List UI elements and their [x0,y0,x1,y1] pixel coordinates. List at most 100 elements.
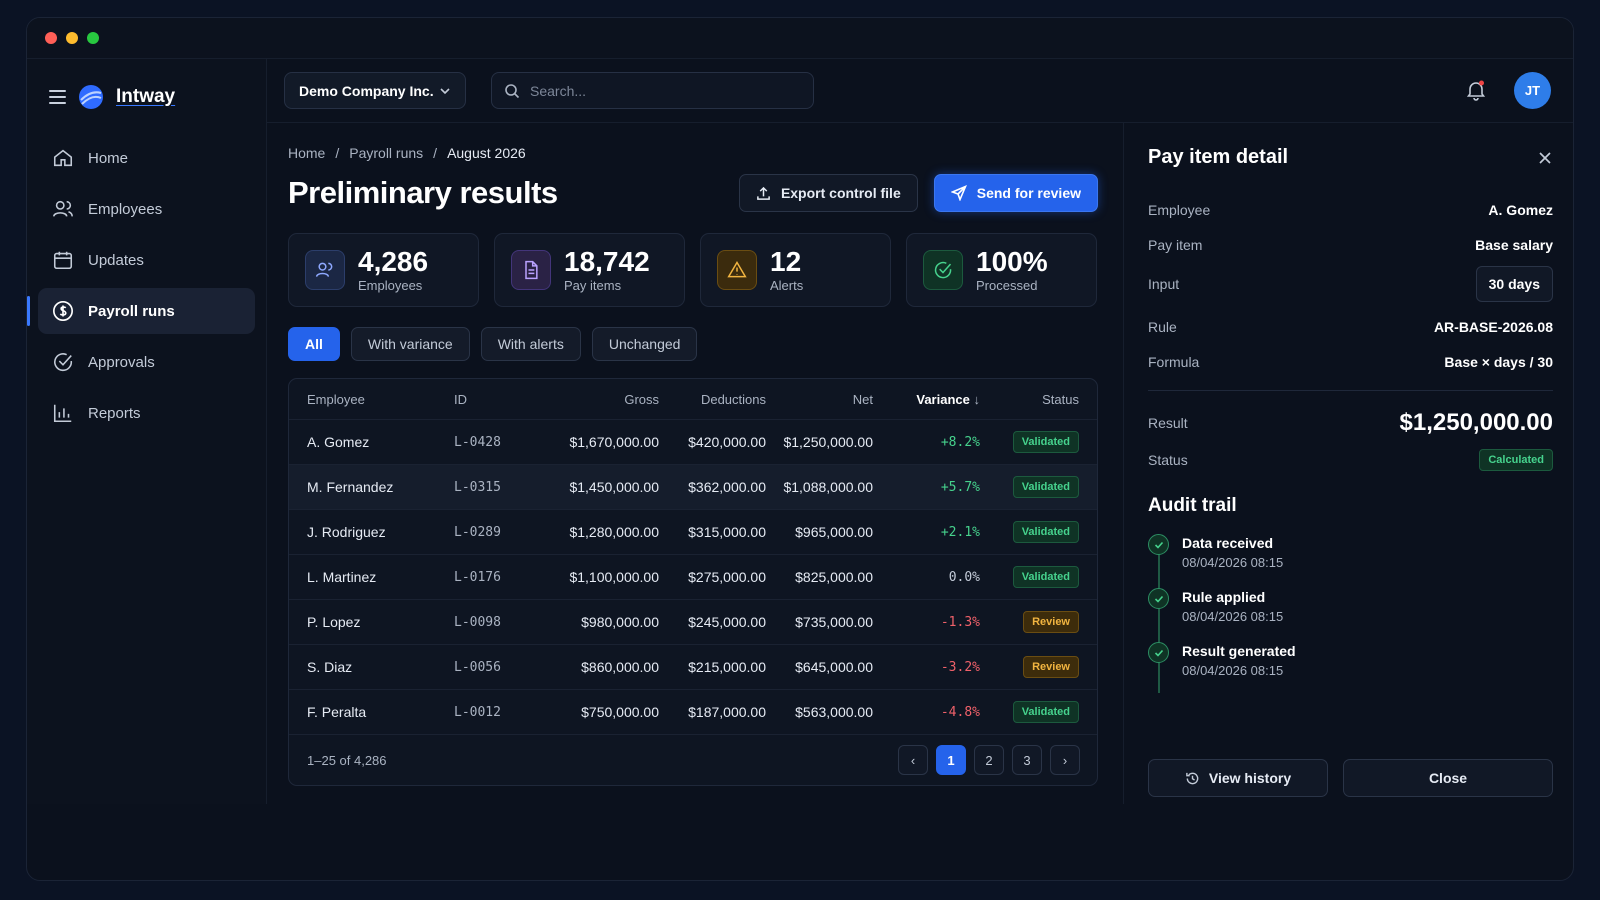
page-actions: Export control file Send for review [738,174,1098,212]
col-id[interactable]: ID [454,391,467,407]
stat-card-alerts: 12 Alerts [700,233,891,307]
page-button-2[interactable]: 2 [974,745,1004,775]
breadcrumb-separator: / [335,145,340,161]
cell-gross: $860,000.00 [581,659,659,675]
filter-with-variance[interactable]: With variance [350,327,470,361]
sidebar-item-reports[interactable]: Reports [38,390,255,436]
sidebar-item-home[interactable]: Home [38,135,255,181]
col-status[interactable]: Status [1042,391,1079,407]
breadcrumb-home[interactable]: Home [288,145,326,161]
result-label: Result [1148,415,1188,431]
filter-unchanged[interactable]: Unchanged [591,327,698,361]
col-deductions[interactable]: Deductions [700,391,766,407]
stat-icon-wrap [717,250,757,290]
chevron-right-icon: › [1062,752,1068,768]
history-icon [1186,772,1199,784]
col-employee[interactable]: Employee [307,391,365,407]
check-icon [1148,534,1169,555]
cell-deductions: $215,000.00 [688,659,766,675]
notifications-button[interactable] [1465,79,1487,106]
table-footer: 1–25 of 4,286 ‹ 1 2 3 › [289,734,1097,785]
cell-id: L-0176 [454,569,501,585]
col-variance[interactable]: Variance ↓ [873,392,980,407]
page-button-1[interactable]: 1 [936,745,966,775]
cell-net: $735,000.00 [795,614,873,630]
status-badge: Calculated [1479,449,1553,471]
status-badge: Validated [1012,521,1079,543]
cell-variance: +2.1% [940,524,980,540]
app-window: Intway Home Employees Updates Payroll ru… [26,17,1574,881]
send-icon [950,185,967,201]
table-row[interactable]: S. Diaz L-0056 $860,000.00 $215,000.00 $645,… [289,644,1097,689]
status-badge: Validated [1012,566,1079,588]
detail-value: Base salary [1475,237,1553,253]
cell-id: L-0315 [454,479,501,495]
cell-status: Validated [980,701,1079,723]
sidebar: Intway Home Employees Updates Payroll ru… [27,59,267,804]
sidebar-nav: Home Employees Updates Payroll runs Appr… [27,135,266,436]
search-box[interactable]: Search... [491,72,814,109]
send-for-review-button[interactable]: Send for review [933,174,1098,212]
brand-name[interactable]: Intway [116,86,176,107]
cell-net: $825,000.00 [795,569,873,585]
col-variance-label: Variance [916,391,970,407]
logo-icon [79,85,103,109]
company-name: Demo Company Inc. [299,82,434,99]
window-maximize-dot[interactable] [87,32,99,44]
status-badge: Review [1023,656,1079,678]
stat-icon-wrap [305,250,345,290]
col-net[interactable]: Net [852,391,873,407]
window-minimize-dot[interactable] [66,32,78,44]
sidebar-item-approvals[interactable]: Approvals [38,339,255,385]
window-close-dot[interactable] [45,32,57,44]
pagination-range: 1–25 of 4,286 [307,752,387,768]
cell-variance: +5.7% [940,479,980,495]
home-icon [53,149,73,167]
next-page-button[interactable]: › [1050,745,1080,775]
table-row[interactable]: J. Rodriguez L-0289 $1,280,000.00 $315,000.… [289,509,1097,554]
menu-icon[interactable] [49,90,66,104]
sidebar-item-label: Reports [88,404,141,422]
export-label: Export control file [780,185,901,201]
stat-card-employees: 4,286 Employees [288,233,479,307]
company-select[interactable]: Demo Company Inc. [284,72,466,109]
avatar[interactable]: JT [1514,72,1551,109]
page-button-3[interactable]: 3 [1012,745,1042,775]
table-row[interactable]: P. Lopez L-0098 $980,000.00 $245,000.00 $735… [289,599,1097,644]
sidebar-item-payroll-runs[interactable]: Payroll runs [27,288,255,334]
export-button[interactable]: Export control file [738,174,918,212]
detail-value: AR-BASE-2026.08 [1433,319,1553,335]
cell-variance: 0.0% [948,569,980,585]
warning-icon [727,261,747,278]
table-row[interactable]: F. Peralta L-0012 $750,000.00 $187,000.00 $5… [289,689,1097,734]
detail-input: Input 30 days [1148,266,1553,302]
stat-card-processed: 100% Processed [906,233,1097,307]
stat-label: Processed [976,277,1038,293]
table-row[interactable]: L. Martinez L-0176 $1,100,000.00 $275,000.0… [289,554,1097,599]
chevron-left-icon: ‹ [910,752,916,768]
view-history-button[interactable]: View history [1148,759,1328,797]
table-row[interactable]: M. Fernandez L-0315 $1,450,000.00 $362,000.… [289,464,1097,509]
search-input[interactable]: Search... [530,82,587,99]
cell-id: L-0428 [454,434,501,450]
sidebar-item-employees[interactable]: Employees [38,186,255,232]
sidebar-item-updates[interactable]: Updates [38,237,255,283]
breadcrumb-current: August 2026 [447,145,526,161]
detail-key: Employee [1148,202,1211,218]
prev-page-button[interactable]: ‹ [898,745,928,775]
detail-key: Formula [1148,354,1200,370]
table-row[interactable]: A. Gomez L-0428 $1,670,000.00 $420,000.00 $1… [289,419,1097,464]
input-value-pill[interactable]: 30 days [1475,266,1553,302]
stat-value: 4,286 [358,245,429,277]
col-gross[interactable]: Gross [624,391,659,407]
users-icon [53,200,73,217]
cell-deductions: $420,000.00 [688,434,766,450]
breadcrumb-payroll-runs[interactable]: Payroll runs [349,145,424,161]
filter-all[interactable]: All [288,327,340,361]
audit-step-time: 08/04/2026 08:15 [1182,609,1284,624]
filter-with-alerts[interactable]: With alerts [480,327,581,361]
cell-variance: +8.2% [940,434,980,450]
close-button[interactable]: Close [1343,759,1553,797]
close-icon[interactable] [1537,150,1553,166]
status-badge: Validated [1012,701,1079,723]
